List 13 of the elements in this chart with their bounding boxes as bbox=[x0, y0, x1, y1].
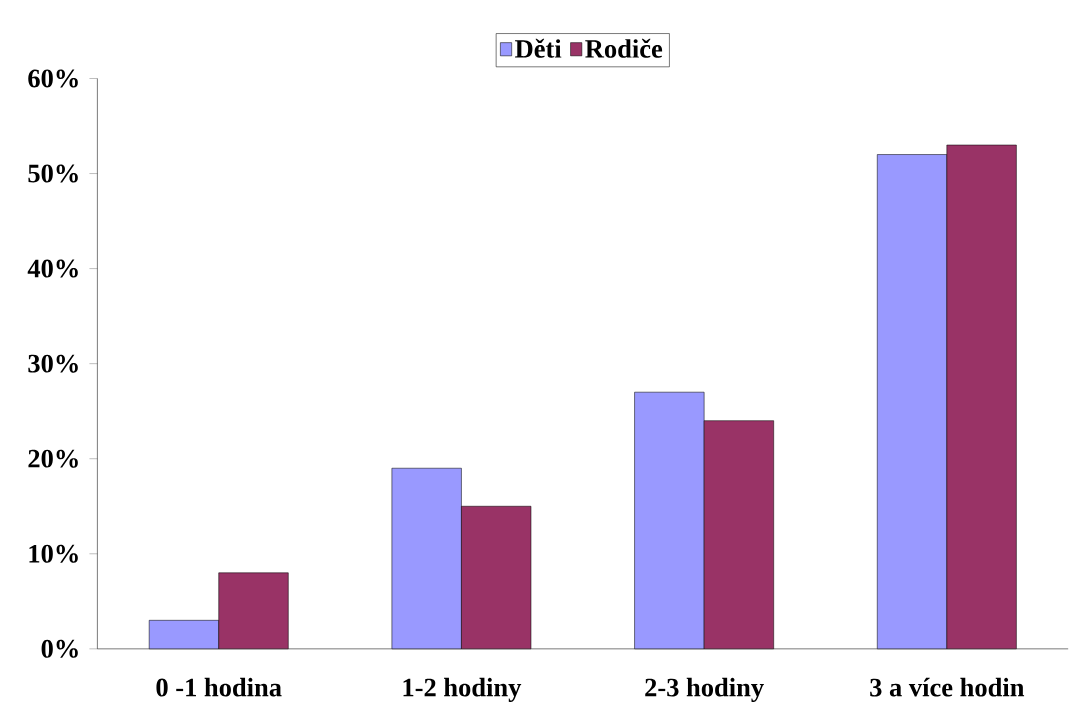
y-tick-label: 20% bbox=[28, 449, 78, 468]
y-tick-label: 0% bbox=[41, 639, 78, 658]
x-tick-label: 1-2 hodiny bbox=[403, 677, 522, 703]
y-tick-label: 40% bbox=[27, 259, 78, 278]
legend-label: Rodiče bbox=[585, 38, 663, 58]
y-tick-label: 30% bbox=[28, 354, 78, 373]
x-tick-label: 0 -1 hodina bbox=[156, 677, 282, 697]
y-tick-label: 50% bbox=[28, 164, 78, 183]
x-tick-label: 3 a více hodin bbox=[870, 677, 1025, 697]
y-tick-label: 10% bbox=[29, 544, 78, 563]
legend-label: Děti bbox=[515, 38, 562, 58]
x-tick-label: 2-3 hodiny bbox=[645, 677, 764, 703]
y-tick-label: 60% bbox=[28, 69, 78, 88]
